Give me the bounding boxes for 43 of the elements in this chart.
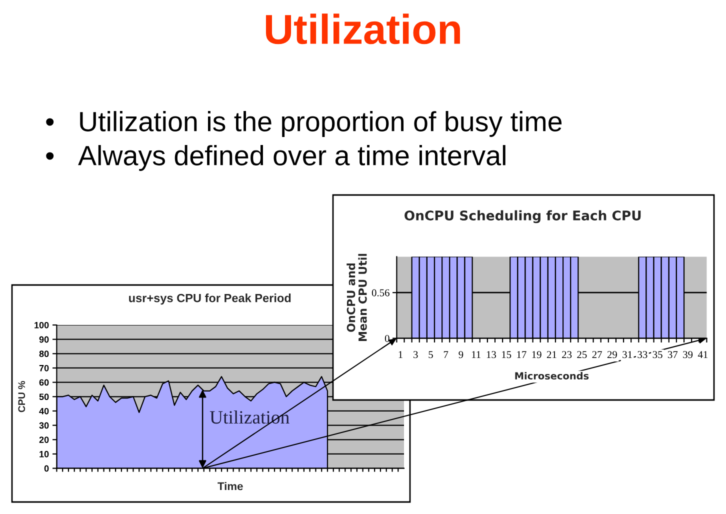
y-axis-title: OnCPU and Mean CPU Util xyxy=(346,254,367,341)
y-axis-title: CPU % xyxy=(18,380,26,412)
text: • Utilization is the proportion of busy time xyxy=(46,111,562,137)
x-tick-label: 39 xyxy=(683,351,693,358)
y-tick-label: 70 xyxy=(39,364,49,372)
y-tick-label: 80 xyxy=(39,350,49,358)
x-tick-label: 9 xyxy=(458,351,464,358)
y-tick-label: 0 xyxy=(384,334,390,342)
y-tick-label: 10 xyxy=(40,450,49,458)
y-tick-label: 60 xyxy=(39,379,49,386)
y-tick-label: 100 xyxy=(34,322,49,328)
y-tick-label: 20 xyxy=(39,436,49,443)
x-tick-label: 25 xyxy=(577,351,587,358)
x-tick-label: 33 xyxy=(638,351,648,358)
x-tick-label: 15 xyxy=(502,351,512,358)
y-tick-label: 0 xyxy=(44,465,49,472)
x-axis-title: Time xyxy=(218,482,243,490)
y-tick-label: 0.56 xyxy=(372,289,390,296)
y-tick-label: 50 xyxy=(39,394,49,400)
x-tick-label: 7 xyxy=(444,351,448,358)
x-tick-label: 29 xyxy=(607,351,617,358)
y-tick-label: 30 xyxy=(39,422,49,429)
x-tick-label: 41 xyxy=(698,351,708,358)
x-tick-label: 23 xyxy=(562,351,572,358)
text: Utilization xyxy=(266,14,460,44)
chart-title: usr+sys CPU for Peak Period xyxy=(129,294,291,305)
x-tick-label: 21 xyxy=(546,351,556,358)
x-tick-label: 1 xyxy=(398,351,402,358)
x-tick-label: 3 xyxy=(413,351,418,358)
x-tick-label: 31 xyxy=(622,351,632,358)
x-tick-label: 5 xyxy=(428,351,433,358)
y-tick-label: 90 xyxy=(39,336,49,343)
x-tick-label: 35 xyxy=(652,351,662,358)
x-tick-label: 27 xyxy=(592,351,602,358)
x-tick-label: 17 xyxy=(517,351,526,358)
x-tick-label: 19 xyxy=(532,351,542,358)
x-tick-label: 13 xyxy=(486,351,496,358)
text: • Always defined over a time interval xyxy=(46,145,506,171)
x-tick-label: 37 xyxy=(668,351,678,358)
x-tick-label: 11 xyxy=(472,351,480,358)
x-axis-title: Microseconds xyxy=(515,372,589,380)
chart-title: OnCPU Scheduling for Each CPU xyxy=(404,210,641,224)
y-tick-label: 40 xyxy=(39,408,49,414)
